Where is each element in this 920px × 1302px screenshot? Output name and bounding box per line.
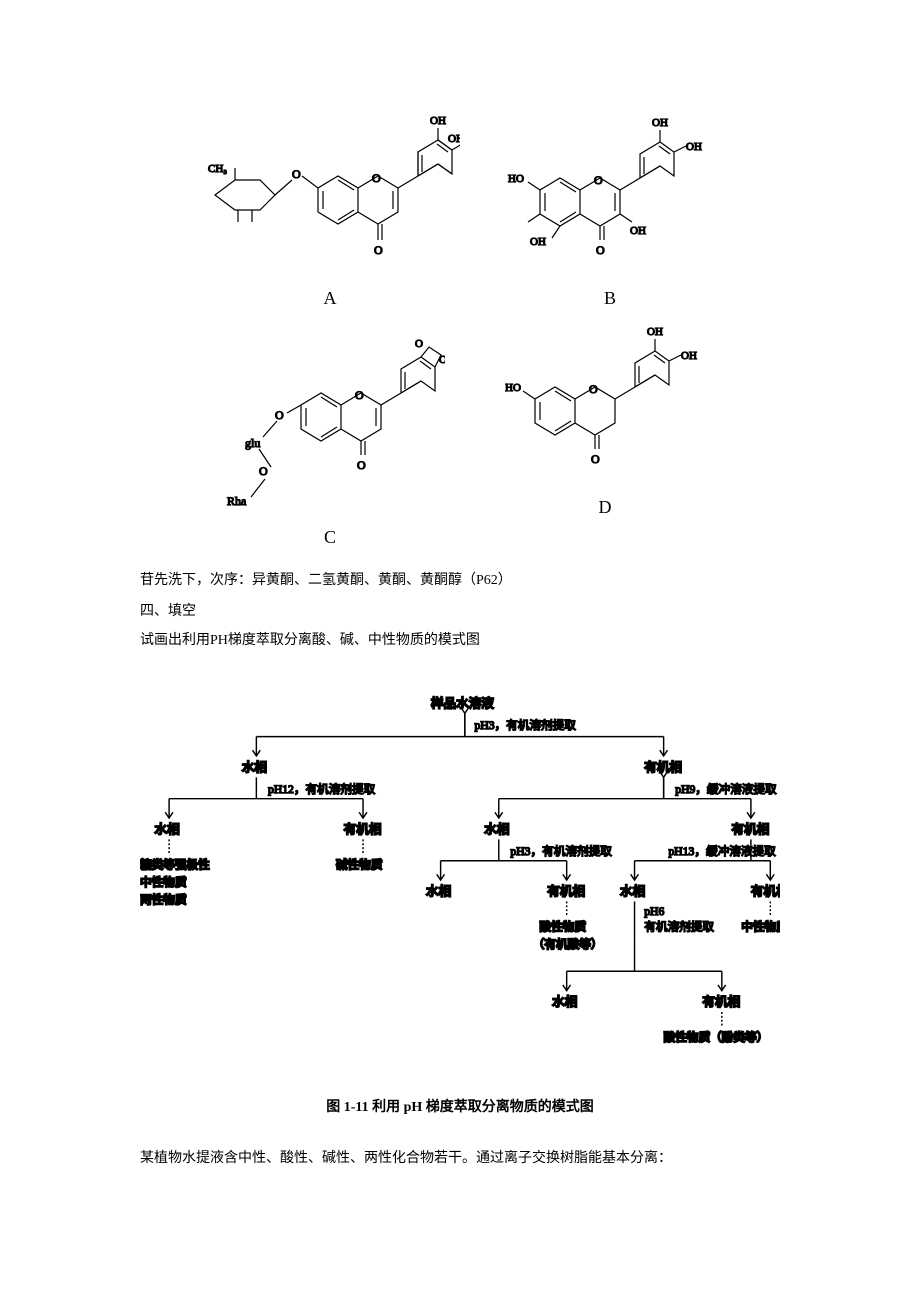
oh-side-b: OH: [686, 141, 702, 153]
flow-s5: pH13，缓冲溶液提取: [668, 843, 776, 857]
flow-root: 样品水溶液: [431, 695, 494, 710]
oh-top: OH: [430, 115, 446, 127]
svg-text:O: O: [259, 464, 268, 478]
r1a: 糖类等强极性: [140, 857, 210, 871]
aq-r2: 水相: [484, 821, 509, 836]
structure-a-container: CH₃ O O O: [200, 100, 460, 309]
flow-s3: pH9，缓冲溶液提取: [675, 781, 777, 795]
final-text: 某植物水提液含中性、酸性、碱性、两性化合物若干。通过离子交换树脂能基本分离：: [140, 1146, 780, 1171]
flow-s4: pH3，有机溶剂提取: [510, 843, 612, 857]
co-b: O: [596, 243, 605, 257]
org-r3a: 有机相: [547, 883, 585, 898]
carbonyl-o: O: [374, 243, 383, 257]
aq-l1: 水相: [242, 759, 267, 774]
label-c: C: [324, 527, 336, 548]
flow-s7: 有机溶剂提取: [644, 919, 714, 933]
org-final: 有机相: [702, 994, 740, 1009]
org-l2a: 有机相: [344, 821, 382, 836]
oh3-b: OH: [630, 225, 646, 237]
ring-o: O: [372, 171, 381, 185]
oh-side: OH: [448, 133, 460, 145]
ring-o-b: O: [594, 173, 603, 187]
flowchart-caption: 图 1-11 利用 pH 梯度萃取分离物质的模式图: [140, 1096, 780, 1116]
r1b: 中性物质: [140, 875, 187, 889]
mdo1: O: [415, 338, 423, 350]
org-r2: 有机相: [732, 821, 770, 836]
oh2-d: OH: [681, 350, 697, 362]
co-d: O: [591, 452, 600, 466]
r5: 酸性物质（酚类等）: [664, 1030, 769, 1044]
flow-s2: pH12，有机溶剂提取: [268, 781, 376, 795]
rha-c: Rha: [227, 494, 247, 508]
text-line2: 四、填空: [140, 599, 780, 624]
structure-b-svg: HO OH O O OH: [500, 100, 720, 280]
structure-c-container: Rha O glu O O O: [215, 319, 445, 548]
aq-final: 水相: [552, 994, 577, 1009]
structure-b-container: HO OH O O OH: [500, 100, 720, 309]
r4: 中性物质: [741, 919, 780, 933]
ho-left: HO: [508, 173, 524, 185]
label-b: B: [604, 288, 616, 309]
r1c: 两性物质: [140, 892, 187, 906]
oh1-d: OH: [647, 326, 663, 338]
glu-c: glu: [245, 436, 260, 450]
o-glyco: O: [292, 167, 301, 181]
ring-o-c: O: [355, 388, 364, 402]
aq-l2a: 水相: [155, 821, 180, 836]
org-r1: 有机相: [644, 759, 682, 774]
svg-text:OH: OH: [530, 236, 546, 248]
structure-a-svg: CH₃ O O O: [200, 100, 460, 280]
ch3-label: CH₃: [208, 163, 227, 175]
r3b: （有机酸等）: [533, 937, 603, 951]
r2: 碱性物质: [336, 857, 383, 871]
label-d: D: [599, 497, 612, 518]
ho-d: HO: [505, 382, 521, 394]
structure-d-container: HO O O OH OH D: [505, 319, 705, 548]
org-r3bb: 有机相: [751, 883, 780, 898]
flow-s1: pH3，有机溶剂提取: [475, 717, 577, 731]
label-a: A: [324, 288, 337, 309]
aq-r3a: 水相: [426, 883, 451, 898]
flowchart-svg: 样品水溶液 pH3，有机溶剂提取 水相 pH12，有机溶剂提取 水相 有机相 糖…: [140, 684, 780, 1084]
co-c: O: [357, 458, 366, 472]
structure-d-svg: HO O O OH OH: [505, 319, 705, 489]
text-line3: 试画出利用PH梯度萃取分离酸、碱、中性物质的模式图: [140, 628, 780, 653]
structures-row-top: CH₃ O O O: [140, 100, 780, 309]
flowchart-container: 样品水溶液 pH3，有机溶剂提取 水相 pH12，有机溶剂提取 水相 有机相 糖…: [140, 684, 780, 1084]
r3a: 酸性物质: [540, 919, 587, 933]
svg-text:O: O: [275, 408, 284, 422]
structures-row-bottom: Rha O glu O O O: [140, 319, 780, 548]
flow-s6: pH6: [644, 905, 664, 918]
text-line1: 苷先洗下，次序：异黄酮、二氢黄酮、黄酮、黄酮醇（P62）: [140, 568, 780, 593]
structure-c-svg: Rha O glu O O O: [215, 319, 445, 519]
aq-r3b: 水相: [620, 883, 645, 898]
oh-top-b: OH: [652, 117, 668, 129]
ring-o-d: O: [589, 382, 598, 396]
mdo2: O: [439, 354, 445, 366]
